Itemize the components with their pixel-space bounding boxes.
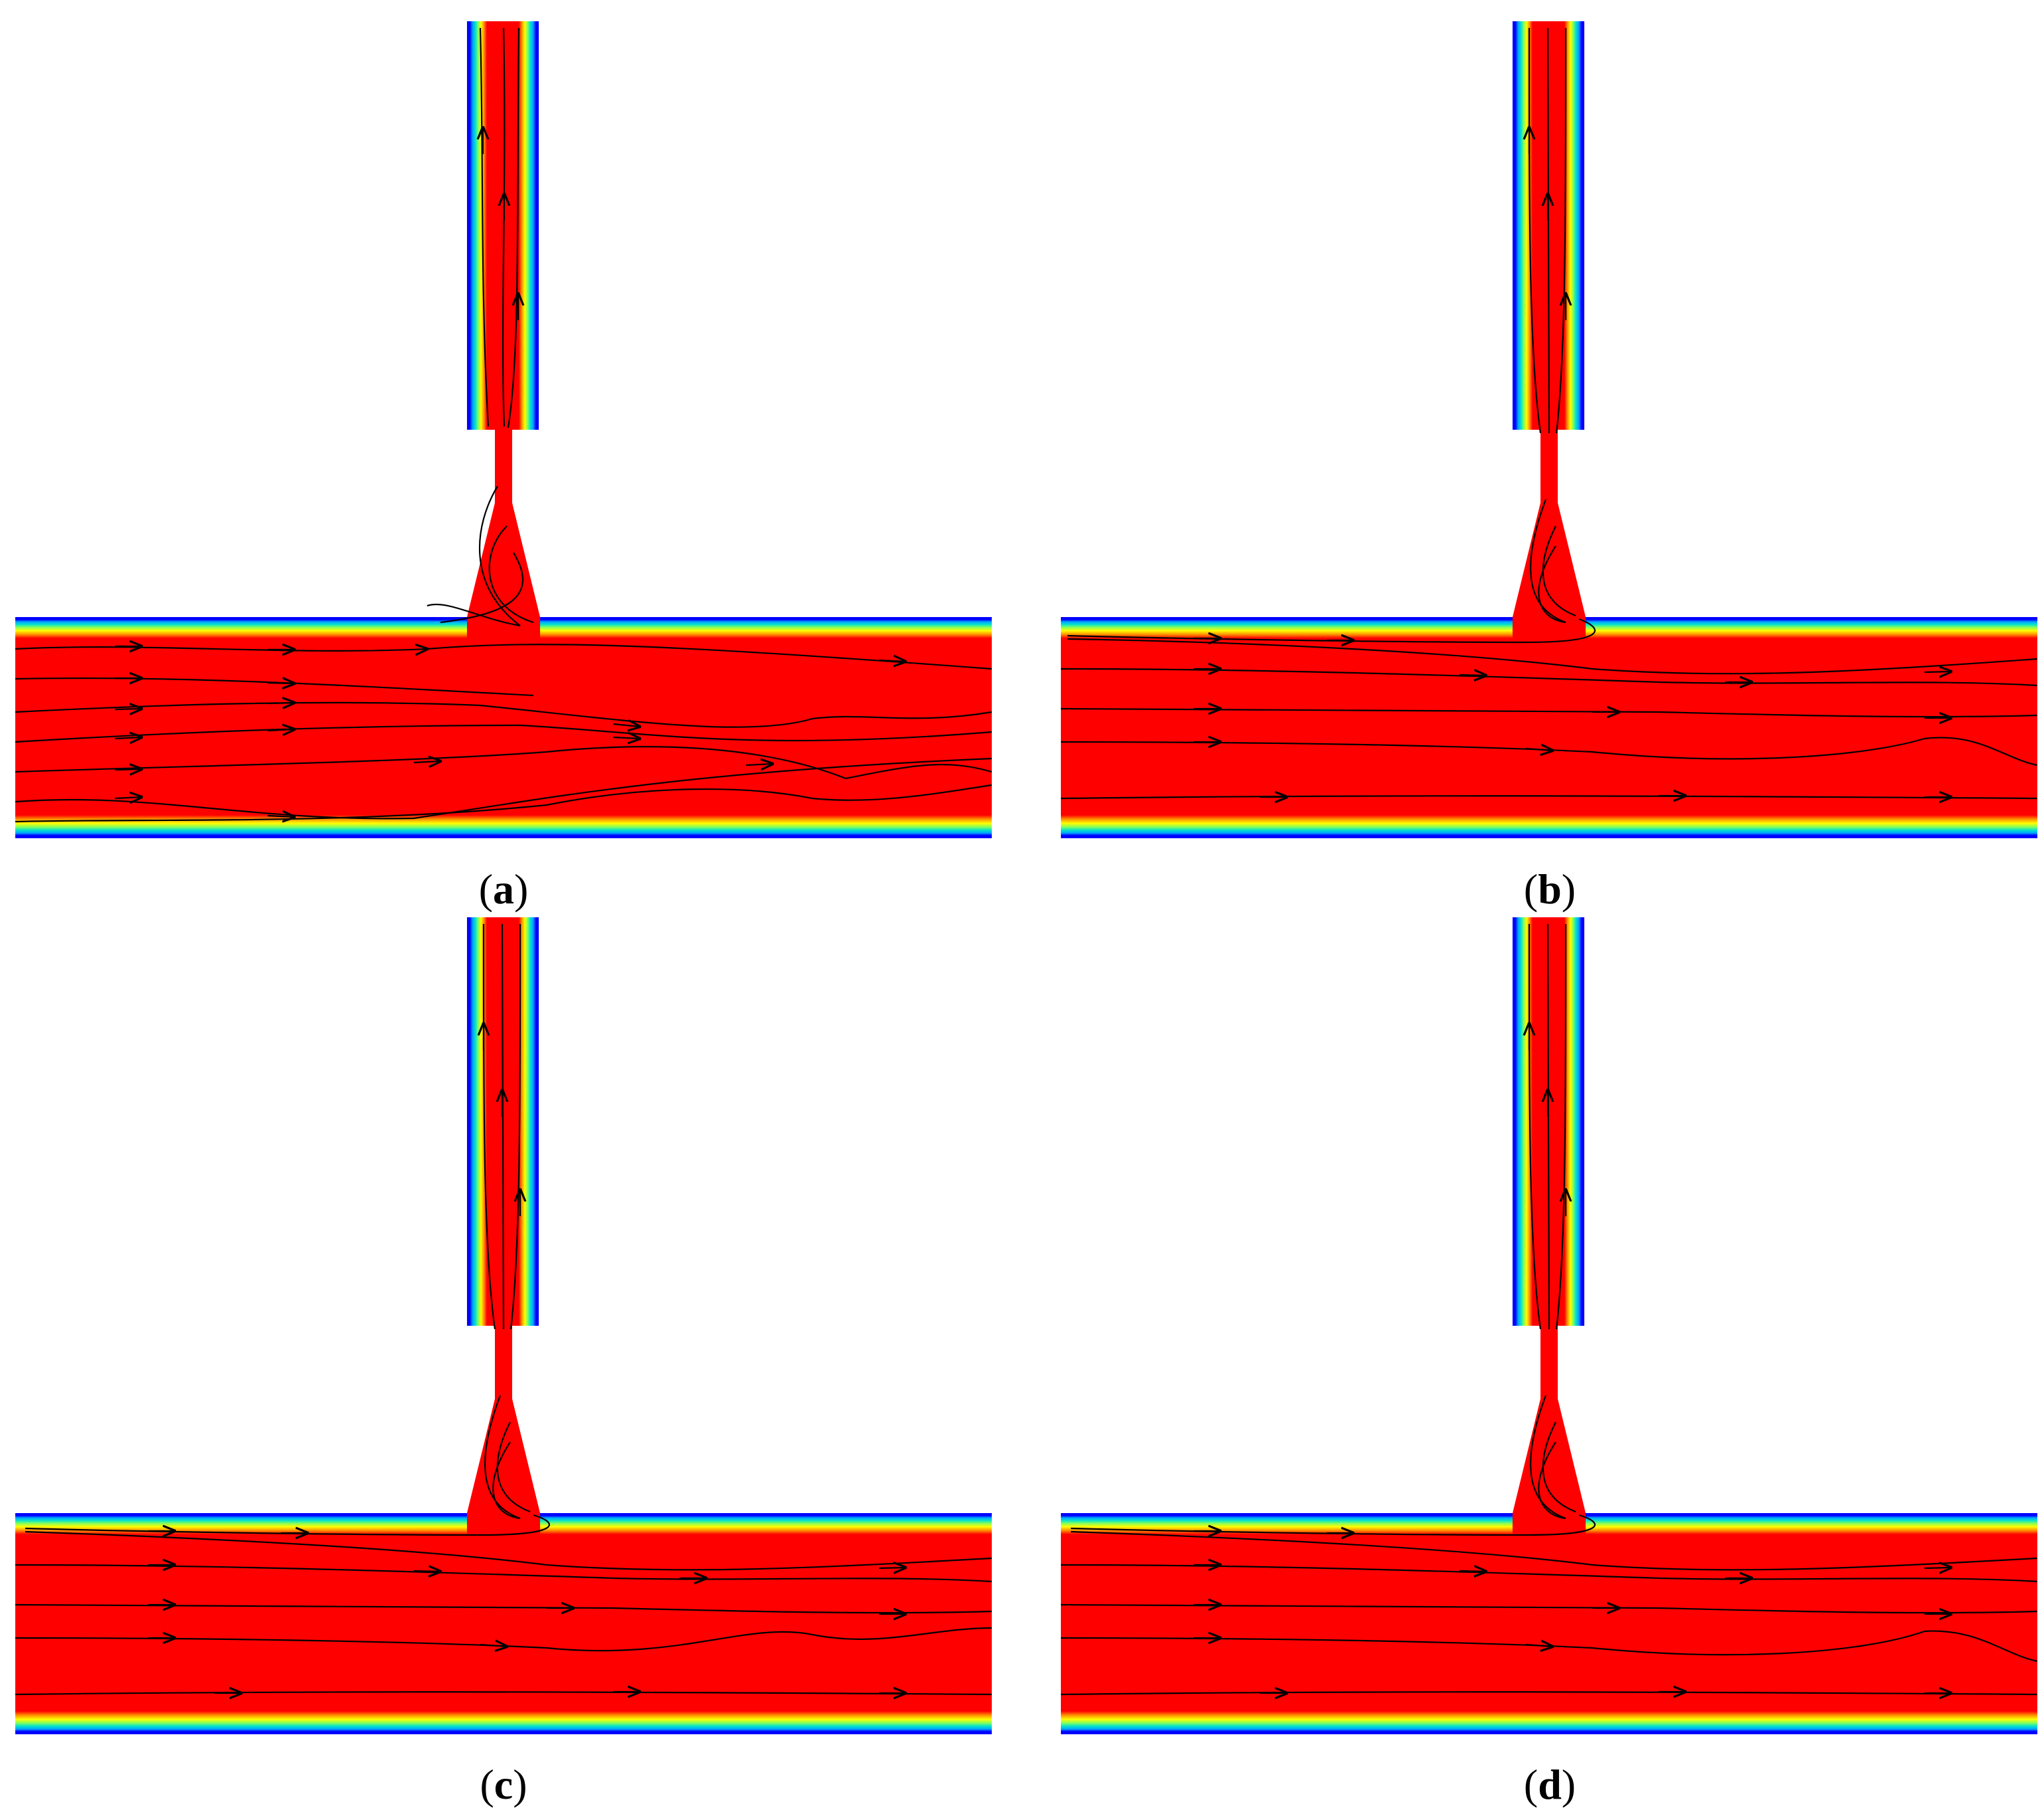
panel-a [15,21,992,838]
caption-b-label: b [1538,865,1562,913]
panel-d [1060,917,2038,1734]
caption-c-label: c [494,1761,513,1808]
caption-d: (d) [1524,1761,1576,1808]
caption-b: (b) [1524,865,1576,913]
caption-a-label: a [493,865,514,913]
panel-b [1060,21,2038,838]
caption-a: (a) [479,865,529,913]
streamlines-d [1060,923,2038,1696]
caption-c: (c) [480,1761,527,1808]
panel-c [15,917,992,1734]
streamlines-a [15,27,992,823]
caption-d-label: d [1538,1761,1562,1808]
